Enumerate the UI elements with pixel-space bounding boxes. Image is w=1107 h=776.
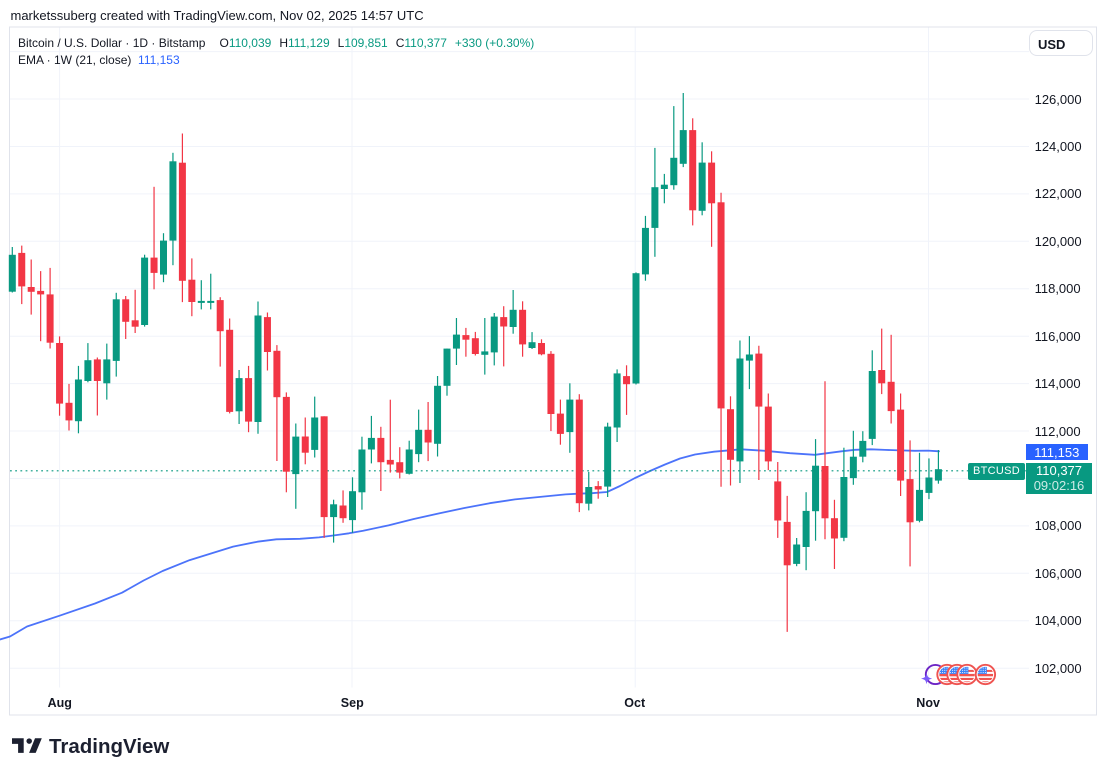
svg-text:TradingView: TradingView <box>49 735 169 758</box>
